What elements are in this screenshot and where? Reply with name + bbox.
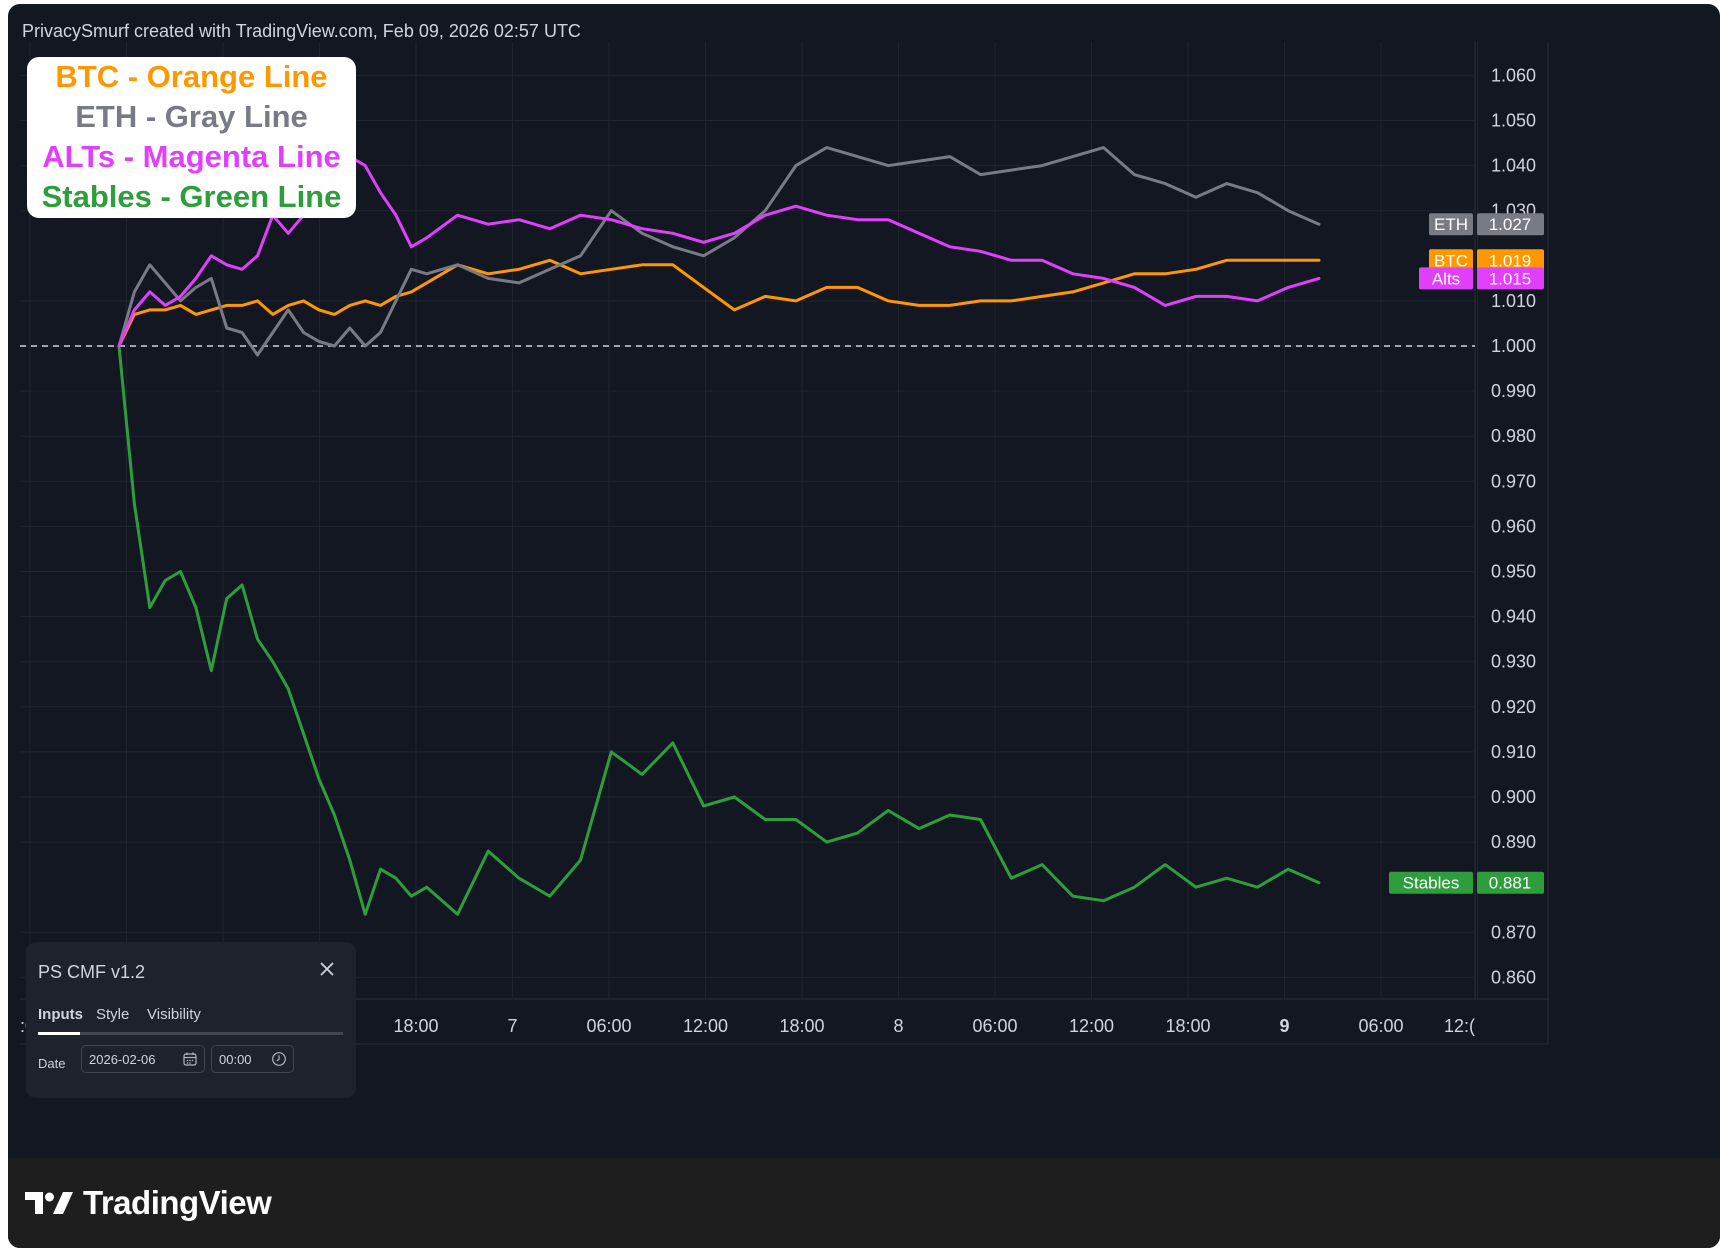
badge-value-label: 1.027 (1489, 215, 1532, 234)
badge-value-label: 0.881 (1489, 874, 1532, 893)
y-tick-label: 0.970 (1491, 471, 1536, 491)
y-tick-label: 0.940 (1491, 607, 1536, 627)
series-line-alts (117, 155, 1321, 348)
series-line-btc (117, 258, 1321, 348)
badge-alts: Alts 1.015 (1419, 267, 1544, 290)
badge-name-bg (1429, 213, 1473, 236)
panel-title: PS CMF v1.2 (38, 962, 146, 982)
badge-eth: ETH 1.027 (1429, 213, 1544, 236)
date-label: Date (38, 1056, 66, 1071)
badge-value-bg (1477, 267, 1544, 290)
y-tick-label: 1.000 (1491, 336, 1536, 356)
brand[interactable]: TradingView (25, 1184, 272, 1222)
y-tick-label: 1.010 (1491, 291, 1536, 311)
badge-name-label: BTC (1434, 251, 1468, 270)
x-tick-label: 06:00 (972, 1016, 1017, 1036)
badge-name-label: Stables (1403, 874, 1460, 893)
y-tick-label: 0.860 (1491, 967, 1536, 987)
chart-frame: 1.060 1.050 1.040 1.030 1.010 1.000 0.990 0.980… (8, 4, 1720, 1248)
x-tick-label: 12:( (1444, 1016, 1475, 1036)
chart-credit: PrivacySmurf created with TradingView.co… (22, 21, 581, 41)
series-lines (117, 146, 1321, 916)
x-tick-label: 18:00 (1165, 1016, 1210, 1036)
badge-value-bg (1477, 871, 1544, 894)
y-tick-label: 1.050 (1491, 111, 1536, 131)
legend-item-btc: BTC - Orange Line (55, 59, 328, 94)
x-tick-label: 18:00 (393, 1016, 438, 1036)
y-tick-label: 0.910 (1491, 742, 1536, 762)
y-axis[interactable]: 1.0601.0501.0401.0301.0101.0000.9900.980… (1491, 65, 1536, 987)
clock-icon[interactable] (271, 1051, 287, 1067)
tab-style[interactable]: Style (96, 1006, 130, 1023)
badge-name-bg (1429, 249, 1473, 272)
x-tick-label: 12:00 (1069, 1016, 1114, 1036)
date-value: 2026-02-06 (89, 1052, 156, 1067)
y-tick-label: 0.900 (1491, 787, 1536, 807)
y-tick-label: 0.990 (1491, 381, 1536, 401)
tab-track (38, 1032, 343, 1035)
last-value-badges: BTC 1.019 ETH 1.027 Alts 1.015 Stables 0.881 (1389, 213, 1544, 894)
x-tick-label: 06:00 (586, 1016, 631, 1036)
y-tick-label: 1.040 (1491, 156, 1536, 176)
y-tick-label: 0.920 (1491, 697, 1536, 717)
y-tick-label: 0.890 (1491, 832, 1536, 852)
date-input[interactable]: 2026-02-06 (81, 1045, 205, 1073)
y-tick-label: 1.060 (1491, 65, 1536, 85)
footer-bar: TradingView (8, 1158, 1720, 1248)
badge-stables: Stables 0.881 (1389, 871, 1544, 894)
x-tick-label: 9 (1279, 1016, 1289, 1036)
badge-value-label: 1.015 (1489, 269, 1532, 288)
tradingview-logo-icon (25, 1192, 73, 1214)
calendar-icon[interactable] (182, 1051, 198, 1067)
badge-name-label: ETH (1434, 215, 1468, 234)
time-input[interactable]: 00:00 (211, 1045, 294, 1073)
badge-name-bg (1419, 267, 1473, 290)
badge-btc: BTC 1.019 (1429, 249, 1544, 272)
time-value: 00:00 (219, 1052, 252, 1067)
legend-item-stables: Stables - Green Line (41, 179, 342, 214)
y-tick-label: 0.960 (1491, 516, 1536, 536)
x-tick-label: 7 (507, 1016, 517, 1036)
x-tick-label: 06:00 (1358, 1016, 1403, 1036)
badge-value-bg (1477, 249, 1544, 272)
y-tick-label: 0.950 (1491, 562, 1536, 582)
y-tick-label: 0.980 (1491, 426, 1536, 446)
brand-name: TradingView (83, 1184, 272, 1221)
badge-name-bg (1389, 871, 1473, 894)
legend-item-eth: ETH - Gray Line (75, 99, 308, 134)
x-tick-label: 8 (893, 1016, 903, 1036)
close-icon[interactable] (316, 958, 338, 980)
y-tick-label: 0.870 (1491, 922, 1536, 942)
indicator-settings-panel: PS CMF v1.2 Inputs Style Visibility Date… (26, 942, 356, 1098)
x-tick-label: 12:00 (683, 1016, 728, 1036)
badge-name-label: Alts (1432, 269, 1460, 288)
x-tick-label: 18:00 (779, 1016, 824, 1036)
series-line-stables (117, 344, 1321, 916)
legend-box: BTC - Orange Line ETH - Gray Line ALTs -… (27, 57, 356, 218)
y-tick-label: 0.930 (1491, 652, 1536, 672)
badge-value-label: 1.019 (1489, 251, 1532, 270)
tab-inputs[interactable]: Inputs (38, 1006, 83, 1023)
legend-item-alts: ALTs - Magenta Line (42, 139, 341, 174)
series-line-eth (117, 146, 1321, 357)
tab-visibility[interactable]: Visibility (147, 1006, 201, 1023)
active-tab-indicator (38, 1032, 80, 1035)
badge-value-bg (1477, 213, 1544, 236)
